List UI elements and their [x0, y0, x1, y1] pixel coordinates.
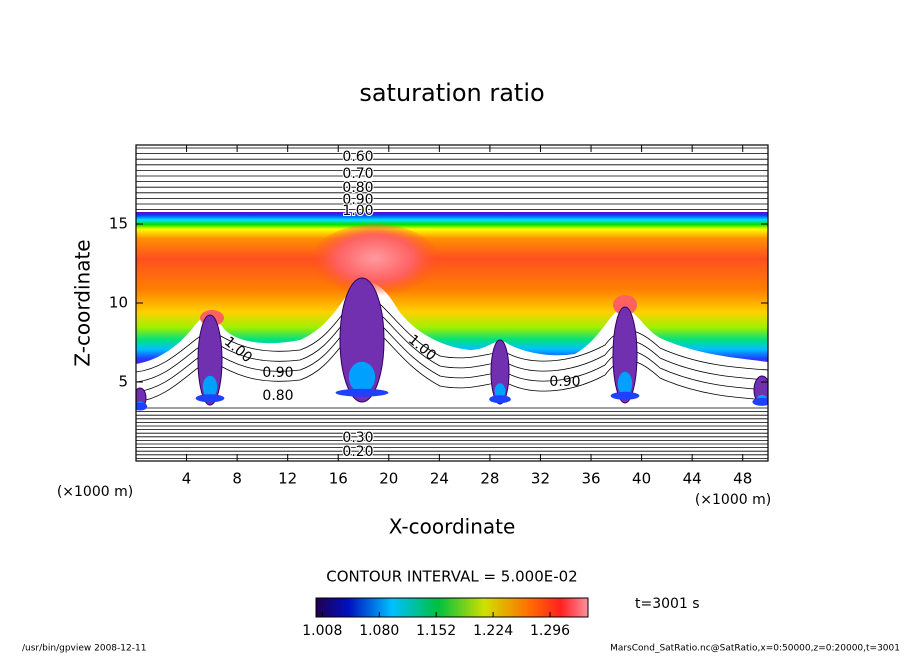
- colorbar-tick-label: 1.296: [530, 623, 570, 639]
- contour-label: 0.70: [342, 166, 373, 182]
- contour-label: 0.30: [342, 430, 373, 446]
- contour-line: [136, 304, 768, 383]
- colorbar-tick-label: 1.224: [473, 623, 513, 639]
- cloud-core: [494, 383, 506, 400]
- x-tick-label: 40: [632, 470, 651, 488]
- y-axis-label: Z-coordinate: [71, 239, 95, 366]
- supersaturation-dome: [613, 295, 637, 315]
- contour-label: 0.20: [342, 444, 373, 460]
- contour-label: 0.60: [342, 149, 373, 165]
- footer-left: /usr/bin/gpview 2008-12-11: [22, 644, 146, 654]
- x-tick-label: 48: [733, 470, 752, 488]
- contour-label: 1.00: [342, 203, 373, 219]
- x-tick-label: 20: [379, 470, 398, 488]
- colorbar-tick-label: 1.080: [359, 623, 399, 639]
- cloud-base: [610, 391, 640, 400]
- supersaturation-dome: [310, 224, 440, 300]
- x-unit: (×1000 m): [695, 492, 771, 508]
- contour-label: 0.80: [262, 388, 293, 404]
- y-unit: (×1000 m): [57, 484, 133, 500]
- colorbar-tick-label: 1.152: [416, 623, 456, 639]
- contour-label: 0.80: [342, 180, 373, 196]
- saturation-band: [136, 212, 768, 364]
- contour-label: 0.90: [549, 374, 580, 390]
- x-tick-label: 36: [581, 470, 600, 488]
- cloud-base: [752, 397, 768, 406]
- time-label: t=3001 s: [635, 596, 700, 612]
- cloud-base: [335, 388, 389, 397]
- cloud-base: [136, 402, 148, 411]
- cloud-base: [195, 394, 225, 403]
- contour-line: [136, 324, 768, 403]
- colorbar-tick-label: 1.008: [302, 623, 342, 639]
- x-axis-label: X-coordinate: [389, 515, 516, 539]
- cloud-core: [617, 371, 633, 396]
- cloud-core: [202, 375, 218, 399]
- y-tick-label: 15: [109, 215, 128, 233]
- contour-label: 0.90: [262, 365, 293, 381]
- x-tick-label: 16: [329, 470, 348, 488]
- y-tick-label: 10: [109, 294, 128, 312]
- x-tick-label: 32: [531, 470, 550, 488]
- x-tick-label: 8: [232, 470, 242, 488]
- contour-line: [136, 294, 768, 373]
- cloud-base: [489, 395, 511, 404]
- x-tick-label: 28: [480, 470, 499, 488]
- contour-line: [136, 314, 768, 393]
- contour-interval: CONTOUR INTERVAL = 5.000E-02: [326, 568, 577, 586]
- x-tick-label: 24: [430, 470, 449, 488]
- colorbar: [315, 597, 589, 618]
- x-tick-label: 4: [182, 470, 192, 488]
- x-tick-label: 12: [278, 470, 297, 488]
- cloud-core: [348, 361, 376, 393]
- contour-field: [136, 147, 768, 459]
- y-tick-label: 5: [118, 373, 128, 391]
- footer-right: MarsCond_SatRatio.nc@SatRatio,x=0:50000,…: [610, 644, 900, 654]
- x-tick-label: 44: [683, 470, 702, 488]
- contour-label: 0.90: [342, 192, 373, 208]
- chart-title: saturation ratio: [359, 79, 544, 107]
